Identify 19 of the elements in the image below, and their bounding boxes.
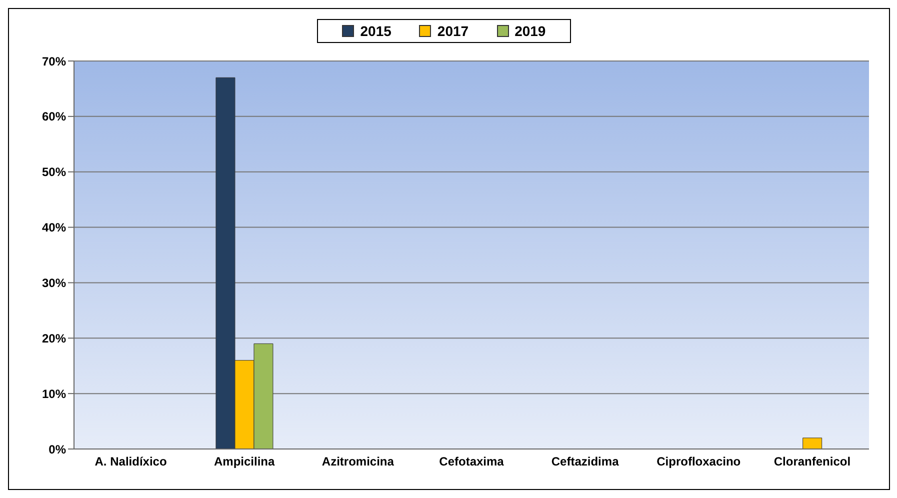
y-tick-label: 10% [42, 386, 66, 401]
x-tick-label: Cloranfenicol [774, 454, 851, 469]
x-tick-label: Azitromicina [322, 454, 394, 469]
x-tick-label: Cefotaxima [439, 454, 504, 469]
y-tick-label: 0% [48, 442, 66, 456]
legend-label: 2015 [359, 23, 392, 39]
x-tick-label: Ceftazidima [551, 454, 620, 469]
y-tick-label: 40% [42, 220, 66, 235]
x-tick-label: Ampicilina [214, 454, 276, 469]
legend-label: 2019 [514, 23, 546, 39]
y-tick-label: 20% [42, 331, 66, 346]
y-tick-label: 30% [42, 276, 66, 290]
legend-label: 2017 [436, 23, 469, 39]
y-tick-label: 60% [42, 110, 66, 124]
y-tick-label: 70% [42, 54, 66, 68]
y-tick-label: 50% [42, 165, 66, 180]
x-tick-label: A. Nalidíxico [94, 454, 167, 469]
x-tick-label: Ciprofloxacino [656, 454, 741, 469]
bar [802, 438, 822, 449]
